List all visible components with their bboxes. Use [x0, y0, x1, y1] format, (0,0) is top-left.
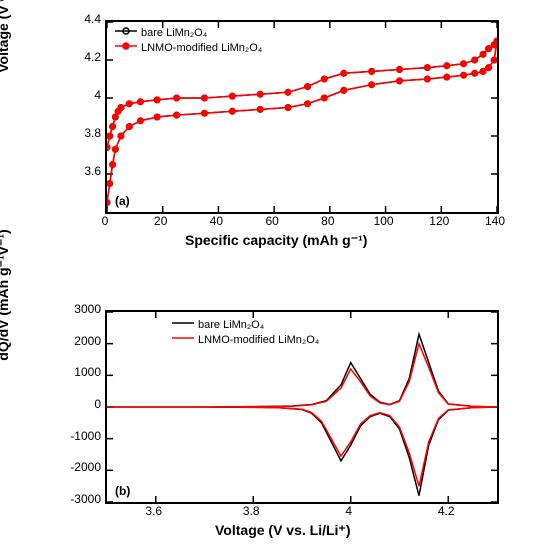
xtick-label: 4: [339, 504, 359, 518]
xtick-label: 4.2: [436, 504, 456, 518]
ytick-label: -1000: [63, 429, 101, 443]
legend-label: bare LiMn₂O₄: [198, 319, 264, 331]
xtick-label: 140: [485, 214, 505, 228]
xtick-label: 20: [151, 214, 171, 228]
chart-a-ylabel: Voltage (V vs. Li/Li⁺): [0, 0, 12, 100]
ytick-label: 4.4: [63, 12, 101, 26]
ytick-label: 0: [63, 397, 101, 411]
legend-label: bare LiMn₂O₄: [141, 27, 207, 39]
chart-b-plot: bare LiMn₂O₄ LNMO-modified LiMn₂O₄ (b): [105, 310, 499, 504]
xtick-label: 120: [429, 214, 449, 228]
xtick-label: 0: [95, 214, 115, 228]
panel-b-label: (b): [115, 484, 130, 498]
chart-a-xlabel: Specific capacity (mAh g⁻¹): [185, 232, 367, 249]
chart-b-xlabel: Voltage (V vs. Li/Li⁺): [215, 522, 350, 539]
ytick-label: -3000: [63, 492, 101, 506]
ytick-label: -2000: [63, 460, 101, 474]
legend-item: bare LiMn₂O₄: [172, 318, 319, 331]
ytick-label: 4: [63, 88, 101, 102]
panel-a-label: (a): [115, 194, 130, 208]
ytick-label: 3.6: [63, 164, 101, 178]
ytick-label: 4.2: [63, 50, 101, 64]
chart-b-legend: bare LiMn₂O₄ LNMO-modified LiMn₂O₄: [172, 318, 319, 348]
chart-a-legend: bare LiMn₂O₄ LNMO-modified LiMn₂O₄: [115, 26, 262, 56]
xtick-label: 60: [262, 214, 282, 228]
legend-label: LNMO-modified LiMn₂O₄: [141, 42, 262, 54]
legend-marker-icon: [172, 318, 194, 331]
legend-label: LNMO-modified LiMn₂O₄: [198, 334, 319, 346]
legend-item: LNMO-modified LiMn₂O₄: [172, 333, 319, 346]
chart-b-container: bare LiMn₂O₄ LNMO-modified LiMn₂O₄ (b) 3…: [50, 300, 520, 550]
chart-a-container: bare LiMn₂O₄ LNMO-modified LiMn₂O₄ (a) 0…: [50, 10, 520, 260]
ytick-label: 2000: [63, 334, 101, 348]
chart-a-plot: bare LiMn₂O₄ LNMO-modified LiMn₂O₄ (a): [105, 20, 499, 214]
legend-marker-icon: [115, 41, 137, 54]
xtick-label: 100: [374, 214, 394, 228]
ytick-label: 3.8: [63, 126, 101, 140]
legend-item: LNMO-modified LiMn₂O₄: [115, 41, 262, 54]
chart-b-ylabel: dQ/dV (mAh g⁻¹V⁻¹): [0, 200, 12, 390]
xtick-label: 80: [318, 214, 338, 228]
legend-item: bare LiMn₂O₄: [115, 26, 262, 39]
xtick-label: 3.6: [144, 504, 164, 518]
xtick-label: 40: [206, 214, 226, 228]
legend-marker-icon: [115, 26, 137, 39]
legend-marker-icon: [172, 333, 194, 346]
ytick-label: 3000: [63, 302, 101, 316]
ytick-label: 1000: [63, 365, 101, 379]
xtick-label: 3.8: [241, 504, 261, 518]
